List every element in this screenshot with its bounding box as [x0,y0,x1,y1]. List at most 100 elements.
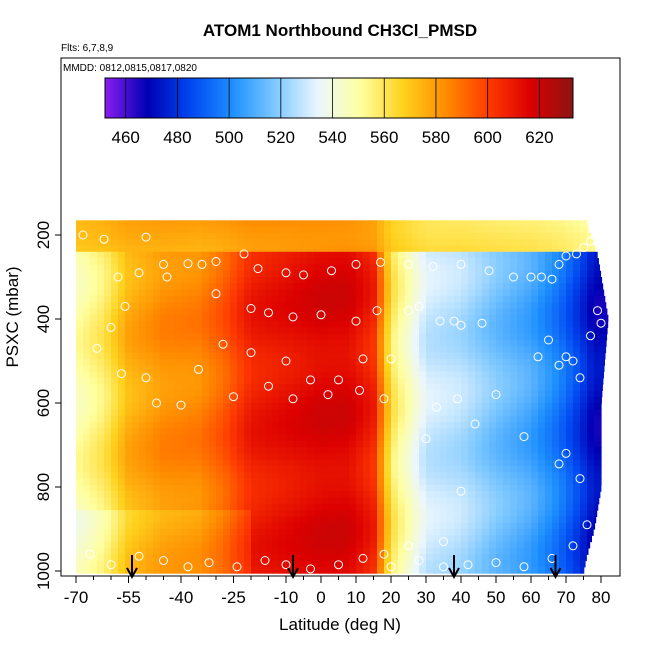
heatmap-cell [419,314,427,322]
heatmap-cell [454,522,462,530]
heatmap-cell [181,466,189,473]
heatmap-cell [377,421,385,429]
heatmap-cell [433,340,441,347]
heatmap-cell [258,277,266,284]
heatmap-cell [545,478,553,486]
heatmap-cell [559,371,567,379]
sample-point [239,249,249,259]
heatmap-cell [286,232,294,240]
colorbar-segment [222,78,226,118]
heatmap-cell [125,529,133,536]
colorbar-segment [310,78,314,118]
heatmap-cell [573,289,581,297]
heatmap-cell [293,403,301,410]
heatmap-cell [272,396,280,404]
heatmap-cell [363,327,371,335]
heatmap-cell [265,239,273,247]
heatmap-cell [419,226,427,234]
heatmap-cell [160,503,168,511]
heatmap-cell [531,440,539,448]
heatmap-cell [293,491,301,499]
heatmap-cell [538,226,546,234]
heatmap-cell [594,390,602,398]
heatmap-cell [223,264,231,272]
heatmap-cell [265,232,273,240]
heatmap-cell [132,384,140,391]
heatmap-cell [503,497,511,505]
heatmap-cell [272,283,280,291]
heatmap-cell [251,340,259,347]
heatmap-cell [167,409,175,417]
heatmap-cell [83,333,91,341]
heatmap-cell [440,447,448,454]
heatmap-cell [160,390,168,398]
heatmap-cell [538,409,546,417]
heatmap-cell [293,478,301,486]
heatmap-cell [83,403,91,410]
heatmap-cell [167,358,175,366]
heatmap-cell [118,560,126,568]
heatmap-cell [223,421,231,429]
heatmap-cell [426,314,434,322]
heatmap-cell [384,484,392,492]
heatmap-cell [111,478,119,486]
heatmap-cell [363,295,371,303]
heatmap-cell [237,308,245,316]
heatmap-cell [349,358,357,366]
heatmap-cell [132,516,140,524]
heatmap-cell [111,295,119,303]
heatmap-cell [559,434,567,442]
heatmap-cell [181,283,189,291]
heatmap-cell [146,415,154,423]
heatmap-cell [314,403,322,410]
heatmap-cell [132,547,140,555]
heatmap-cell [153,472,161,480]
heatmap-cell [531,554,539,562]
heatmap-cell [314,447,322,454]
heatmap-cell [146,560,154,568]
heatmap-cell [552,428,560,436]
heatmap-cell [496,251,504,259]
colorbar-segment [232,78,236,118]
heatmap-cell [440,409,448,417]
heatmap-cell [174,358,182,366]
heatmap-cell [132,340,140,347]
heatmap-cell [265,384,273,391]
heatmap-cell [167,434,175,442]
heatmap-cell [440,566,448,574]
heatmap-cell [335,510,343,517]
heatmap-cell [76,547,84,555]
y-tick-label: 200 [34,221,53,249]
heatmap-cell [307,403,315,410]
heatmap-cell [76,264,84,272]
heatmap-cell [237,384,245,391]
heatmap-cell [363,516,371,524]
heatmap-cell [433,409,441,417]
heatmap-cell [97,447,105,454]
heatmap-cell [531,220,539,228]
heatmap-cell [587,434,595,442]
heatmap-cell [321,491,329,499]
heatmap-cell [90,270,98,278]
heatmap-cell [342,321,350,328]
heatmap-cell [132,403,140,410]
heatmap-cell [594,308,602,316]
heatmap-cell [412,302,420,310]
heatmap-cell [475,245,483,253]
heatmap-cell [118,503,126,511]
colorbar-segment [489,78,493,118]
heatmap-cell [174,245,182,253]
heatmap-cell [265,314,273,322]
heatmap-cell [356,541,364,549]
heatmap-cell [580,333,588,341]
heatmap-cell [468,415,476,423]
heatmap-cell [293,472,301,480]
sample-point [113,272,123,282]
heatmap-cell [321,289,329,297]
heatmap-cell [426,302,434,310]
heatmap-cell [223,396,231,404]
heatmap-cell [328,333,336,341]
heatmap-cell [524,428,532,436]
heatmap-cell [580,258,588,265]
heatmap-cell [146,327,154,335]
